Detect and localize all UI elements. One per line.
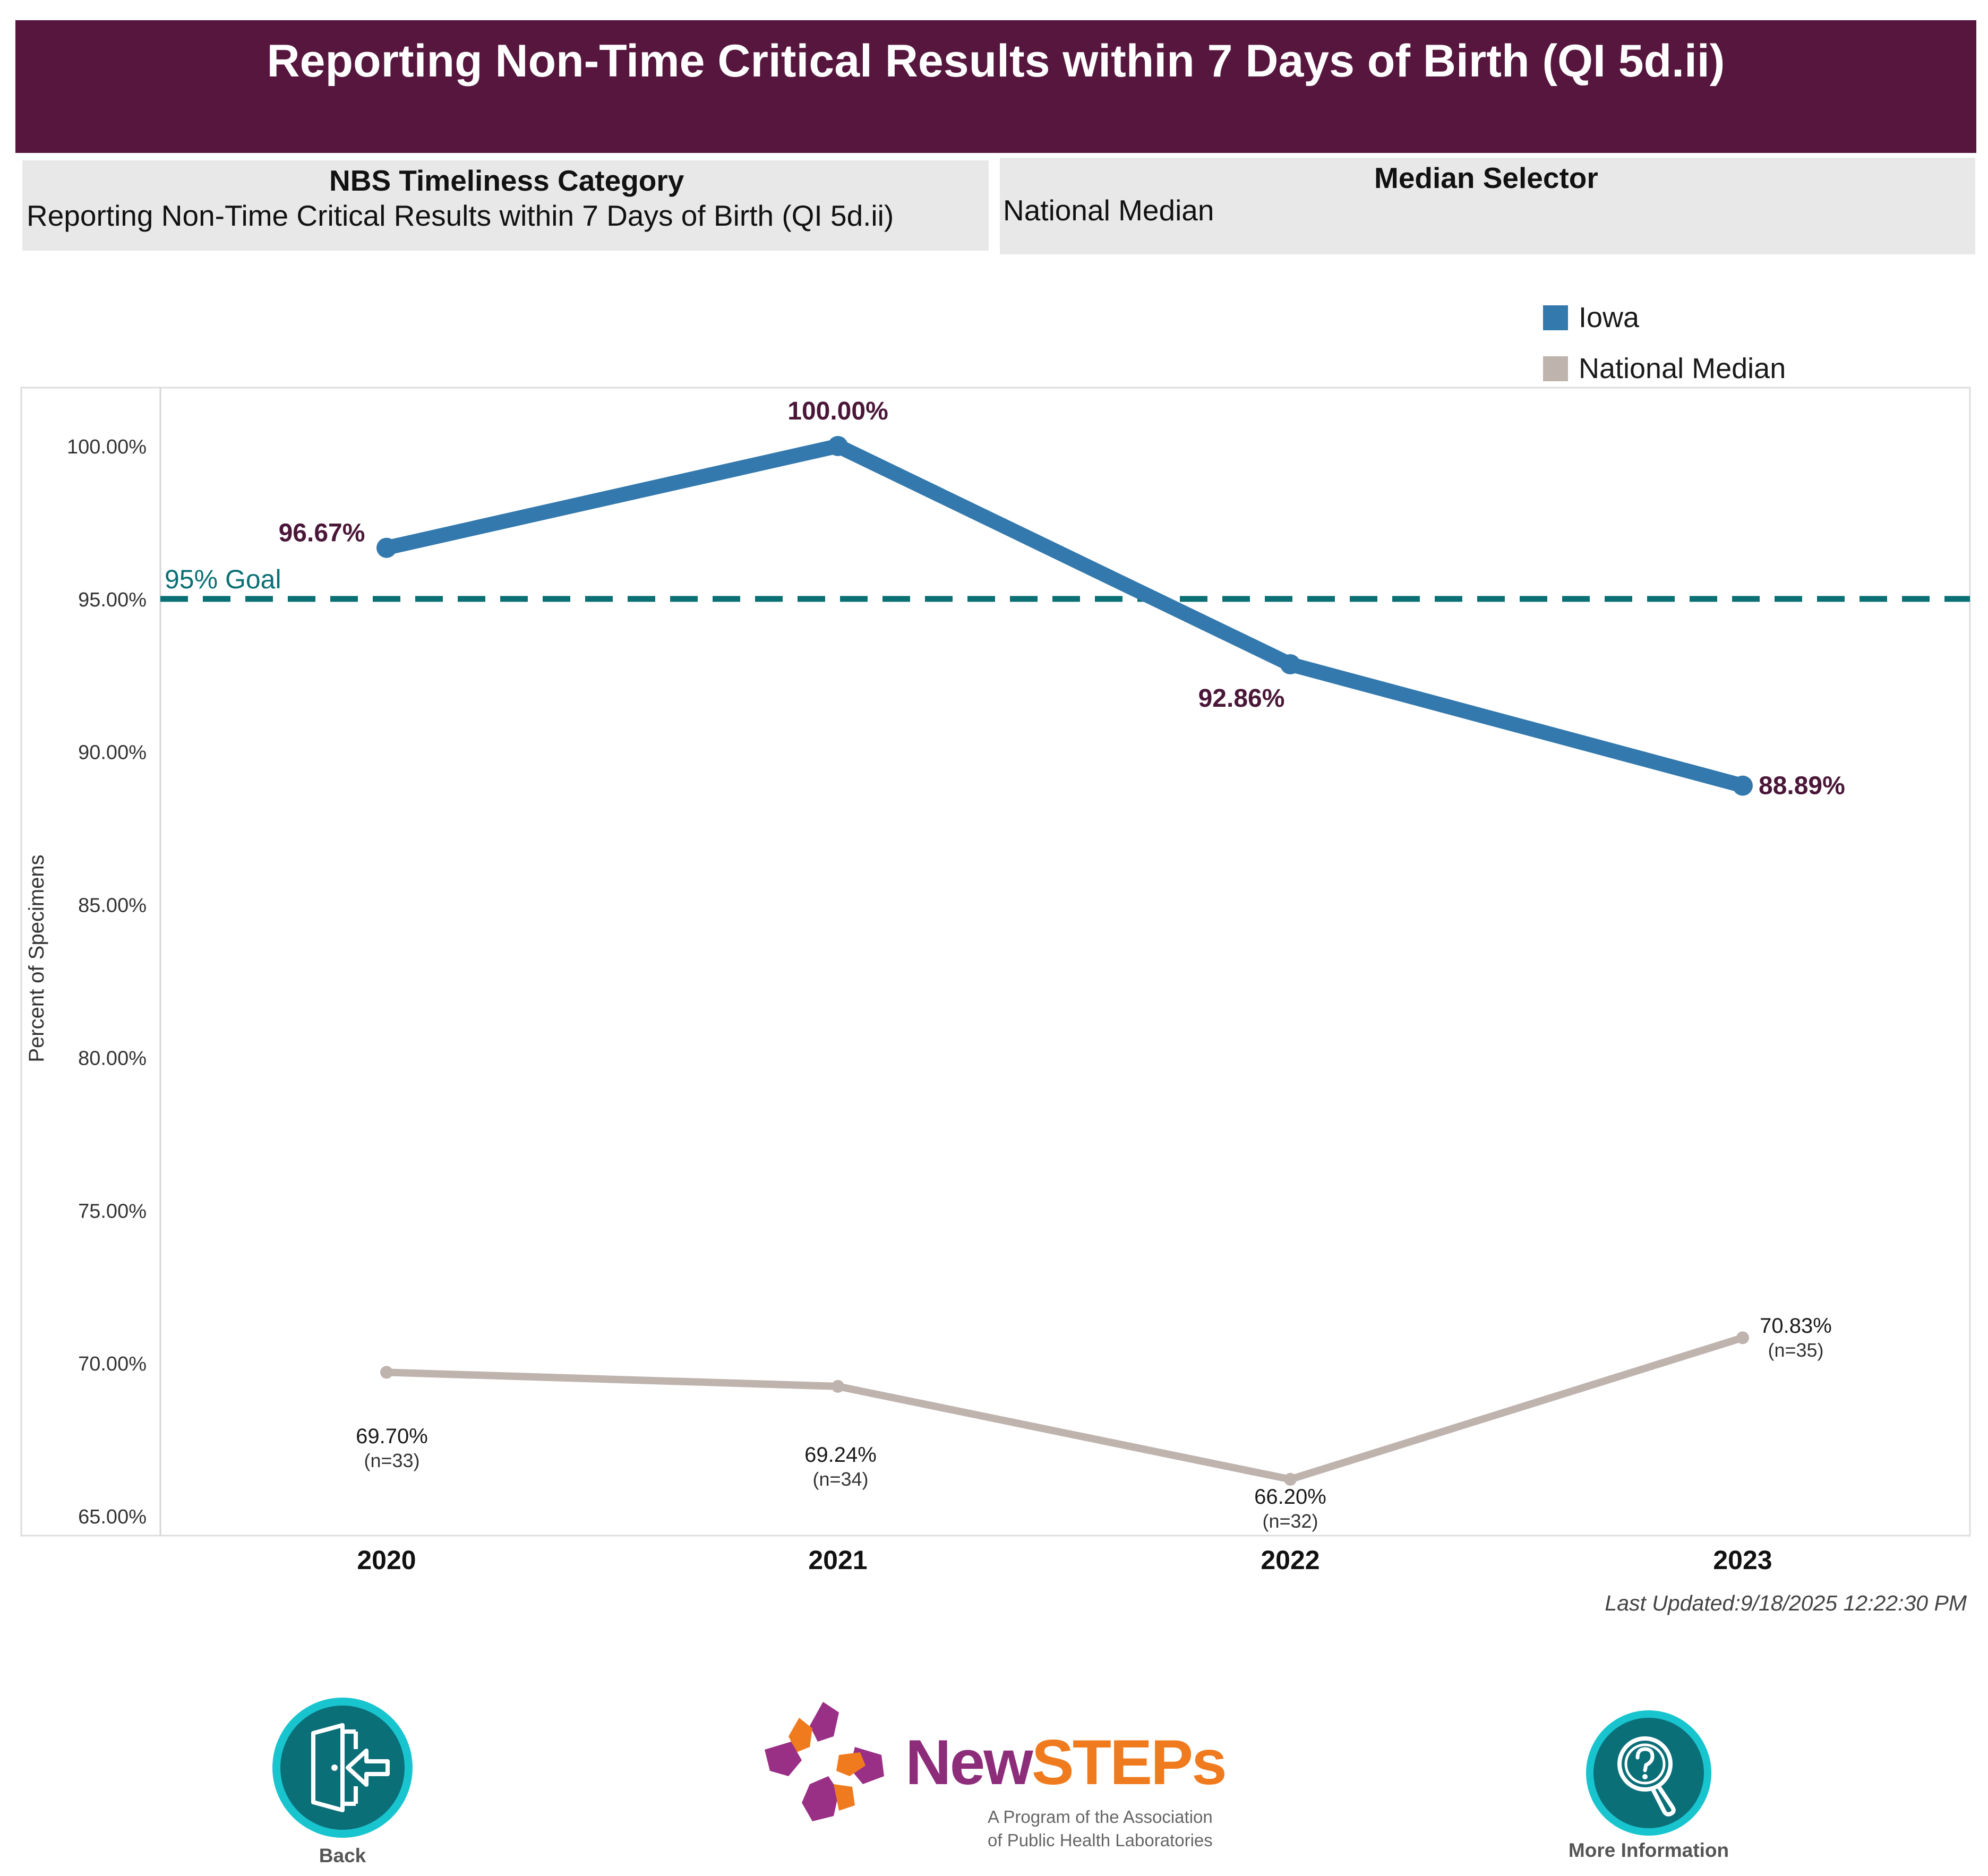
more-information-label: More Information	[1568, 1839, 1729, 1861]
logo-word-new: New	[905, 1727, 1033, 1798]
data-label-national-median: 66.20%	[1254, 1485, 1326, 1509]
count-label-national-median: (n=35)	[1768, 1339, 1823, 1361]
goal-label: 95% Goal	[165, 564, 281, 594]
point-national-median[interactable]	[1284, 1472, 1297, 1486]
point-national-median[interactable]	[832, 1380, 844, 1393]
series-line-national-median	[383, 1334, 1746, 1483]
newsteps-emblem-icon	[765, 1702, 884, 1821]
series-layer	[376, 436, 1753, 1486]
legend-label-national-median: National Median	[1579, 353, 1786, 384]
exit-door-icon	[272, 1698, 413, 1838]
x-tick-label: 2022	[1261, 1545, 1319, 1575]
point-national-median[interactable]	[1736, 1331, 1749, 1344]
y-tick-label: 95.00%	[78, 589, 147, 611]
y-tick-label: 90.00%	[78, 742, 147, 764]
timeliness-category-value[interactable]: Reporting Non-Time Critical Results with…	[27, 199, 894, 232]
data-label-national-median: 70.83%	[1760, 1314, 1832, 1338]
timeliness-category-label: NBS Timeliness Category	[329, 164, 684, 197]
data-label-layer: 69.70%(n=33) 69.24%(n=34) 66.20%(n=32) 70.8…	[279, 397, 1845, 1532]
count-label-national-median: (n=33)	[364, 1450, 419, 1471]
question-magnifier-icon	[1586, 1710, 1711, 1836]
data-label-national-median: 69.24%	[804, 1443, 877, 1467]
logo-tagline-line-1: A Program of the Association	[988, 1807, 1213, 1827]
y-tick-label: 65.00%	[78, 1506, 147, 1528]
back-button-label: Back	[319, 1845, 366, 1866]
chart-legend: Iowa National Median	[1543, 292, 1786, 394]
legend-swatch-national-median	[1543, 356, 1568, 381]
data-label-iowa: 88.89%	[1759, 772, 1845, 800]
point-iowa[interactable]	[1733, 775, 1753, 796]
data-label-iowa: 92.86%	[1198, 684, 1285, 713]
more-information-button[interactable]: More Information	[1566, 1707, 1731, 1862]
count-label-national-median: (n=32)	[1262, 1510, 1318, 1532]
point-iowa[interactable]	[376, 537, 397, 558]
median-selector-label: Median Selector	[1374, 161, 1598, 194]
goal-layer: 95% Goal	[160, 564, 1970, 602]
logo-tagline: A Program of the Association of Public H…	[988, 1805, 1213, 1852]
point-iowa[interactable]	[828, 436, 848, 456]
y-tick-label: 70.00%	[78, 1353, 147, 1375]
legend-item-iowa[interactable]: Iowa	[1543, 292, 1786, 343]
title-bar: Reporting Non-Time Critical Results with…	[15, 20, 1976, 153]
last-updated-text: Last Updated:9/18/2025 12:22:30 PM	[1605, 1591, 1967, 1615]
logo-wordmark: NewSTEPs	[905, 1726, 1227, 1799]
median-selector-filter[interactable]: Median Selector National Median	[1000, 158, 1975, 254]
x-tick-label: 2023	[1713, 1545, 1772, 1575]
series-line-iowa	[379, 439, 1750, 793]
x-tick-label: 2020	[357, 1545, 416, 1575]
data-label-iowa: 96.67%	[279, 519, 365, 547]
page-title: Reporting Non-Time Critical Results with…	[267, 36, 1725, 87]
back-button[interactable]: Back	[268, 1693, 417, 1867]
data-label-national-median: 69.70%	[356, 1425, 428, 1448]
y-axis-title: Percent of Specimens	[25, 854, 48, 1062]
y-tick-label: 100.00%	[67, 436, 147, 458]
y-tick-label: 85.00%	[78, 895, 147, 917]
logo-word-steps: STEPs	[1031, 1727, 1227, 1798]
data-label-iowa: 100.00%	[787, 397, 888, 425]
point-national-median[interactable]	[380, 1366, 393, 1379]
newsteps-logo: NewSTEPs A Program of the Association of…	[759, 1697, 1237, 1850]
y-tick-label: 75.00%	[78, 1200, 147, 1222]
logo-tagline-line-2: of Public Health Laboratories	[988, 1830, 1213, 1850]
y-tick-label: 80.00%	[78, 1047, 147, 1069]
y-tick-labels: 65.00% 70.00% 75.00% 80.00% 85.00% 90.00% 95.0…	[67, 436, 147, 1528]
legend-item-national-median[interactable]: National Median	[1543, 343, 1786, 394]
legend-swatch-iowa	[1543, 305, 1568, 330]
x-tick-labels: 2020 2021 2022 2023	[357, 1545, 1772, 1575]
point-iowa[interactable]	[1280, 654, 1300, 675]
timeliness-category-filter[interactable]: NBS Timeliness Category Reporting Non-Ti…	[22, 160, 989, 251]
x-tick-label: 2021	[808, 1545, 867, 1575]
chart-frame	[20, 387, 1971, 1537]
legend-label-iowa: Iowa	[1579, 302, 1640, 333]
median-selector-value[interactable]: National Median	[1003, 194, 1214, 227]
count-label-national-median: (n=34)	[812, 1468, 868, 1490]
